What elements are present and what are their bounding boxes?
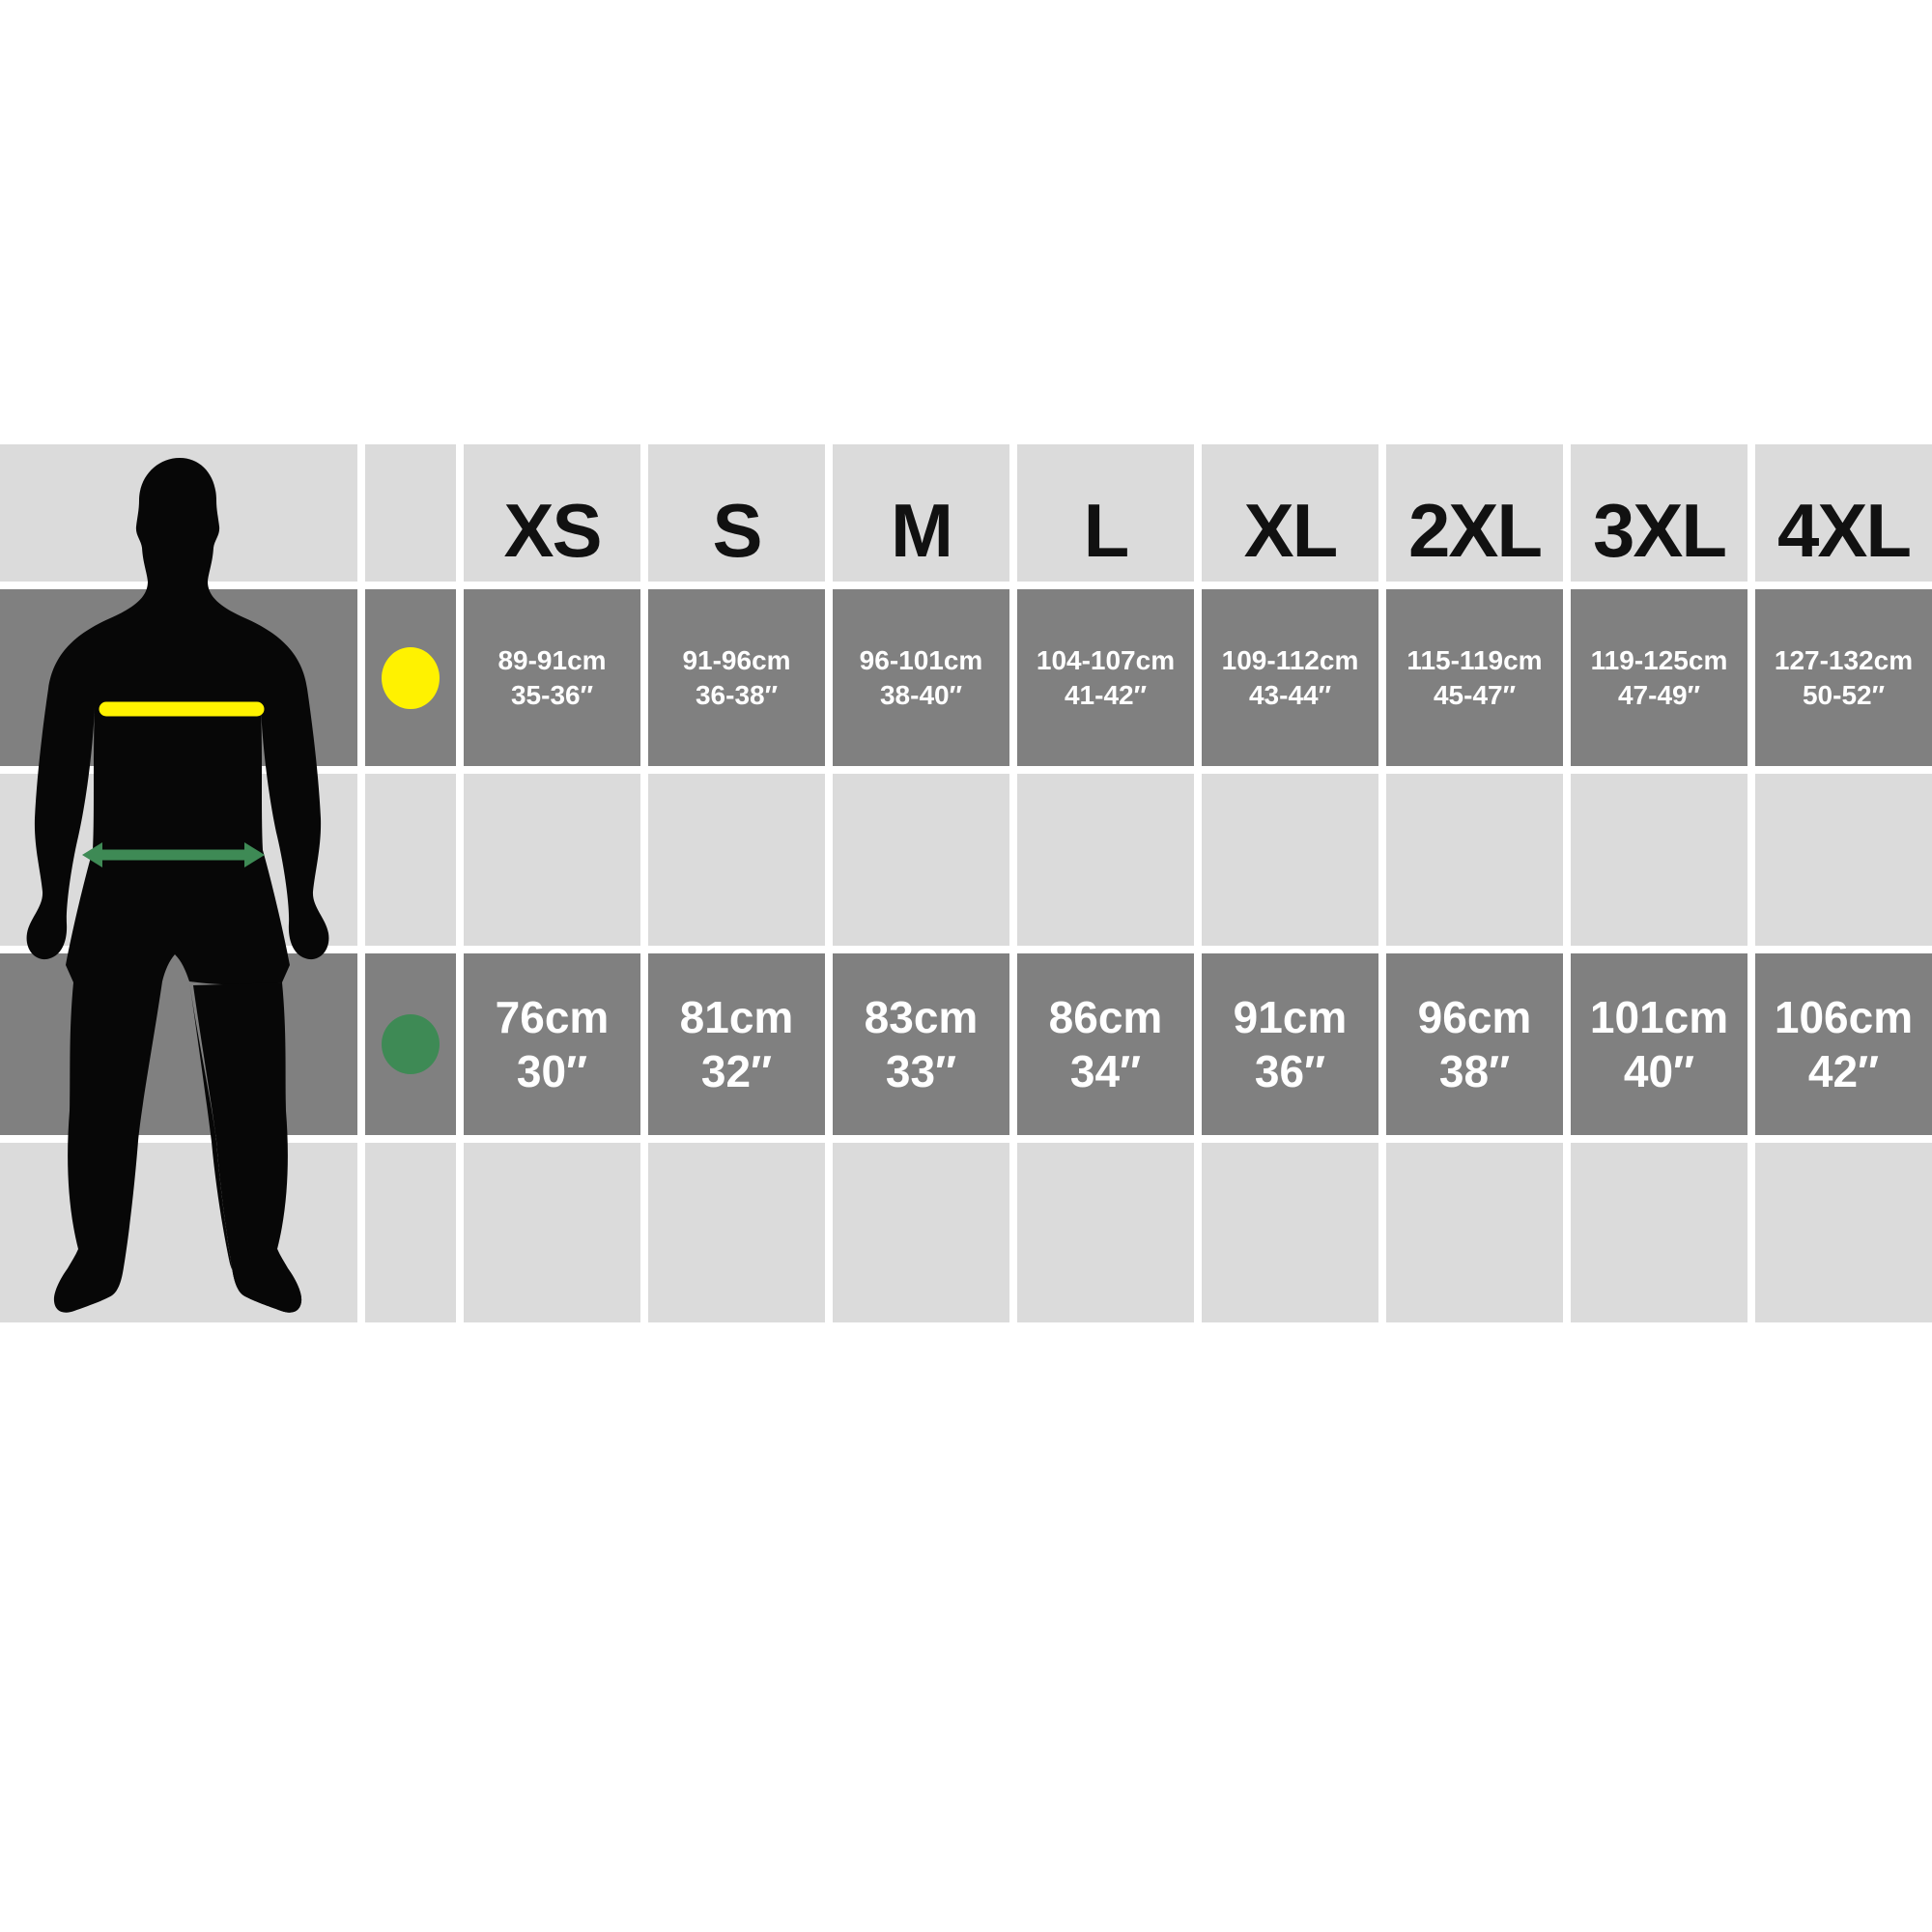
spacer-row-cell [833,774,1009,946]
spacer-row-cell [648,1143,825,1322]
size-label: M [891,488,953,573]
size-header-cell: S [648,444,825,582]
waist-value-cell: 106cm 42″ [1755,953,1932,1135]
size-label: L [1083,488,1130,573]
spacer-row-cell [365,774,456,946]
chest-value-cell: 91-96cm 36-38″ [648,589,825,766]
size-label: 2XL [1407,488,1543,573]
spacer-row-cell [1202,774,1378,946]
waist-value-cell: 91cm 36″ [1202,953,1378,1135]
chest-value-in: 36-38″ [695,679,779,710]
chest-value-in: 50-52″ [1802,679,1886,710]
chest-value-cell: 104-107cm 41-42″ [1017,589,1194,766]
waist-indicator-cell [365,953,456,1135]
waist-value-in: 30″ [516,1046,588,1096]
spacer-row-cell [1202,1143,1378,1322]
waist-value-cell: 96cm 38″ [1386,953,1563,1135]
chest-value-cell: 119-125cm 47-49″ [1571,589,1747,766]
size-table: XS S M L XL 2XL 3XL 4XL 89-91cm 35-36″ 91-96cm 36-3… [0,444,1932,1322]
spacer-row-cell [365,1143,456,1322]
spacer-row-cell [1755,1143,1932,1322]
chest-value-cm: 91-96cm [682,644,791,675]
waist-value-cm: 83cm [864,992,979,1042]
chest-value-cm: 104-107cm [1036,644,1176,675]
size-header-cell: 4XL [1755,444,1932,582]
waist-value-cm: 101cm [1589,992,1729,1042]
waist-value-cm: 86cm [1048,992,1163,1042]
waist-value-in: 40″ [1623,1046,1695,1096]
chest-value-cell: 115-119cm 45-47″ [1386,589,1563,766]
waist-value-cell: 83cm 33″ [833,953,1009,1135]
chest-value-cell: 109-112cm 43-44″ [1202,589,1378,766]
size-header-cell: 3XL [1571,444,1747,582]
chest-value-cell: 89-91cm 35-36″ [464,589,640,766]
chest-value-cell: 127-132cm 50-52″ [1755,589,1932,766]
spacer-row-cell [1386,1143,1563,1322]
waist-value-cm: 81cm [679,992,794,1042]
chest-value-cm: 127-132cm [1774,644,1914,675]
waist-value-in: 38″ [1438,1046,1511,1096]
chest-indicator-dot [382,646,440,709]
chest-value-cm: 115-119cm [1406,644,1543,675]
figure-column-cell [0,774,357,946]
waist-value-in: 42″ [1807,1046,1880,1096]
size-header-cell: XL [1202,444,1378,582]
figure-column-cell [0,953,357,1135]
waist-value-cm: 96cm [1417,992,1532,1042]
chest-value-in: 43-44″ [1248,679,1332,710]
spacer-row-cell [1017,1143,1194,1322]
size-label: 3XL [1592,488,1727,573]
waist-value-cm: 91cm [1233,992,1348,1042]
chest-value-in: 41-42″ [1064,679,1148,710]
chest-value-in: 38-40″ [879,679,963,710]
waist-value-in: 34″ [1069,1046,1142,1096]
chest-value-cm: 119-125cm [1590,644,1728,675]
spacer-row-cell [1017,774,1194,946]
spacer-row-cell [464,1143,640,1322]
waist-value-cell: 81cm 32″ [648,953,825,1135]
chest-indicator-cell [365,589,456,766]
waist-value-cell: 101cm 40″ [1571,953,1747,1135]
waist-value-in: 32″ [700,1046,773,1096]
size-label: 4XL [1776,488,1912,573]
size-header-cell: XS [464,444,640,582]
waist-value-cm: 106cm [1774,992,1914,1042]
size-header-cell: 2XL [1386,444,1563,582]
spacer-row-cell [1571,1143,1747,1322]
chest-value-in: 47-49″ [1617,679,1701,710]
spacer-row-cell [1571,774,1747,946]
waist-value-cell: 86cm 34″ [1017,953,1194,1135]
chest-value-in: 35-36″ [510,679,594,710]
spacer-row-cell [833,1143,1009,1322]
waist-value-in: 36″ [1254,1046,1326,1096]
waist-indicator-dot [382,1014,440,1074]
size-label: XS [503,488,602,573]
chest-value-cm: 89-91cm [497,644,607,675]
header-row-cell [365,444,456,582]
spacer-row-cell [1386,774,1563,946]
waist-value-cell: 76cm 30″ [464,953,640,1135]
size-header-cell: M [833,444,1009,582]
size-label: S [712,488,762,573]
figure-column-cell [0,444,357,582]
chest-value-in: 45-47″ [1433,679,1517,710]
figure-column-cell [0,1143,357,1322]
spacer-row-cell [648,774,825,946]
chest-value-cell: 96-101cm 38-40″ [833,589,1009,766]
size-label: XL [1243,488,1339,573]
waist-value-cm: 76cm [495,992,610,1042]
chest-value-cm: 96-101cm [859,644,983,675]
spacer-row-cell [464,774,640,946]
figure-column-cell [0,589,357,766]
spacer-row-cell [1755,774,1932,946]
chest-value-cm: 109-112cm [1221,644,1359,675]
waist-value-in: 33″ [885,1046,957,1096]
size-header-cell: L [1017,444,1194,582]
